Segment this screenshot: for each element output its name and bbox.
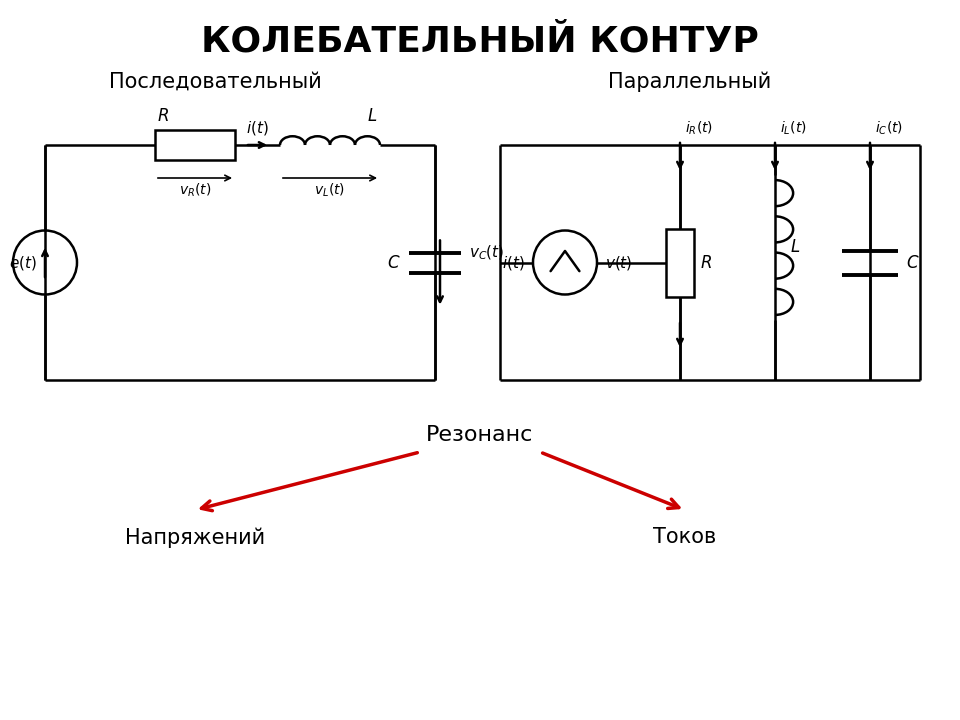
Text: Последовательный: Последовательный	[108, 72, 322, 92]
Text: $i_L(t)$: $i_L(t)$	[780, 120, 806, 137]
Text: $R$: $R$	[700, 253, 712, 271]
Text: КОЛЕБАТЕЛЬНЫЙ КОНТУР: КОЛЕБАТЕЛЬНЫЙ КОНТУР	[201, 25, 759, 59]
Text: $L$: $L$	[790, 238, 801, 256]
Text: $C$: $C$	[388, 253, 401, 271]
Text: $i_C(t)$: $i_C(t)$	[875, 120, 903, 137]
Text: $C$: $C$	[906, 253, 920, 271]
Text: $e(t)$: $e(t)$	[9, 253, 37, 271]
Text: Параллельный: Параллельный	[609, 72, 772, 92]
Text: $v_L(t)$: $v_L(t)$	[315, 182, 346, 199]
Text: Токов: Токов	[654, 527, 716, 547]
Text: $R$: $R$	[157, 107, 169, 125]
Bar	[155, 130, 235, 160]
Text: $i_R(t)$: $i_R(t)$	[685, 120, 713, 137]
Text: $v_R(t)$: $v_R(t)$	[179, 182, 211, 199]
Text: $L$: $L$	[367, 107, 377, 125]
Text: Напряжений: Напряжений	[125, 527, 265, 547]
Bar	[666, 228, 694, 297]
Text: $i(t)$: $i(t)$	[502, 253, 525, 271]
Text: $i(t)$: $i(t)$	[246, 119, 269, 137]
Text: $v_C(t)$: $v_C(t)$	[469, 243, 504, 261]
Text: $v(t)$: $v(t)$	[605, 253, 633, 271]
Text: Резонанс: Резонанс	[426, 425, 534, 445]
